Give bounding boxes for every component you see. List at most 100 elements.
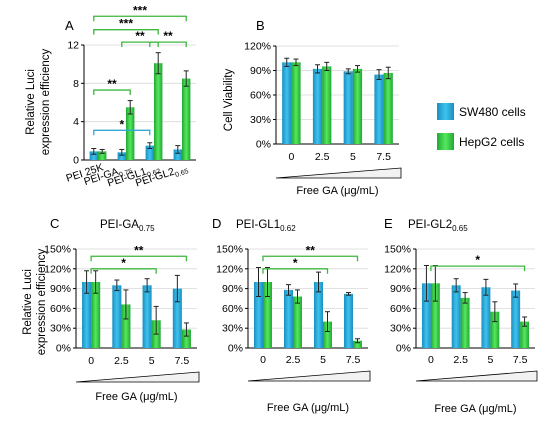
significance-label: ** <box>163 29 173 43</box>
y-tick-label: 60% <box>50 303 71 315</box>
x-axis-label: Free GA (μg/mL) <box>434 403 516 415</box>
x-tick-label: 0 <box>428 354 434 366</box>
y-tick-label: 0% <box>256 139 271 151</box>
y-tick-label: 120% <box>244 41 271 53</box>
y-tick-label: 90% <box>390 283 411 295</box>
significance-label: * <box>121 256 126 270</box>
bar-sw480 <box>282 62 292 145</box>
bar-hepg2 <box>98 151 107 160</box>
x-tick-label: 0 <box>260 354 266 366</box>
y-tick-label: 90% <box>250 65 271 77</box>
chart-B: 0% 30% 60% 90% 120% 0 2.5 5 7.5 Free GA (μg/mL) Ce… <box>223 18 402 197</box>
y-tick-label: 60% <box>390 303 411 315</box>
significance-label: * <box>475 253 480 267</box>
bar-sw480 <box>142 285 152 348</box>
x-tick-subscript: 0.62 <box>146 168 161 179</box>
significance-bracket <box>93 129 151 136</box>
significance-label: * <box>119 117 124 131</box>
bar-hepg2 <box>181 329 191 348</box>
bar-sw480 <box>82 282 92 348</box>
significance-bracket <box>90 268 157 274</box>
bar-sw480 <box>481 287 491 348</box>
significance-bracket <box>262 255 359 262</box>
legend-label-hepg2: HepG2 cells <box>459 135 524 149</box>
bar-sw480 <box>344 293 353 348</box>
panel-subtitle: PEI-GL10.62 <box>236 219 296 233</box>
x-axis-label: Free GA (μg/mL) <box>267 402 349 414</box>
y-axis-label: expression efficiency <box>36 248 48 355</box>
y-tick-label: 60% <box>250 90 271 102</box>
bar-sw480 <box>172 288 182 348</box>
concentration-ramp <box>247 370 371 382</box>
y-tick-label: 150% <box>384 244 411 256</box>
significance-bracket <box>430 265 526 272</box>
significance-label: ** <box>134 243 144 257</box>
x-tick-label: 2.5 <box>286 354 301 366</box>
x-axis-label: Free GA (μg/mL) <box>296 185 378 197</box>
bar-hepg2 <box>126 107 135 160</box>
x-tick-subscript: 0.75 <box>118 168 133 179</box>
panel-subtitle: PEI-GL20.65 <box>408 219 468 233</box>
y-tick-label: 4 <box>73 116 79 128</box>
y-tick-label: 0% <box>56 343 71 355</box>
bar-sw480 <box>284 289 293 348</box>
legend-swatch-sw480 <box>437 103 454 120</box>
y-axis-label: Relative Luci <box>25 69 37 135</box>
y-tick-label: 60% <box>222 303 243 315</box>
panel-label: B <box>256 18 265 33</box>
panel-label: D <box>212 216 221 231</box>
bar-hepg2 <box>460 297 470 348</box>
bar-hepg2 <box>154 63 163 161</box>
significance-label: *** <box>119 17 133 31</box>
bar-sw480 <box>314 282 323 348</box>
bar-sw480 <box>312 68 323 144</box>
bar-sw480 <box>511 290 521 348</box>
x-tick-label: 2.5 <box>114 355 129 367</box>
y-tick-label: 12 <box>67 40 79 52</box>
bar-sw480 <box>117 152 126 160</box>
y-tick-label: 90% <box>222 283 243 295</box>
significance-bracket <box>262 268 329 274</box>
bar-sw480 <box>145 145 154 160</box>
y-tick-label: 150% <box>216 244 243 256</box>
bar-hepg2 <box>352 68 363 144</box>
panel-subtitle-subscript: 0.75 <box>139 224 155 233</box>
significance-bracket <box>93 15 187 22</box>
bar-hepg2 <box>383 72 393 144</box>
panel-label: A <box>65 18 74 33</box>
x-tick-subscript: 0.65 <box>174 168 189 179</box>
x-tick-label: 2.5 <box>453 354 468 366</box>
concentration-ramp <box>275 167 402 179</box>
x-tick-label: 0 <box>88 355 94 367</box>
y-tick-label: 30% <box>50 323 71 335</box>
bar-hepg2 <box>121 304 131 348</box>
bar-hepg2 <box>293 296 302 348</box>
y-tick-label: 0% <box>228 343 243 355</box>
bar-hepg2 <box>323 321 332 348</box>
y-tick-label: 30% <box>390 323 411 335</box>
panel-label: E <box>384 216 393 231</box>
bar-sw480 <box>421 283 431 348</box>
bar-sw480 <box>112 285 122 348</box>
panel-subtitle: PEI-GA0.75 <box>100 219 155 233</box>
legend-swatch-hepg2 <box>437 133 454 150</box>
significance-label: ** <box>135 29 145 43</box>
x-tick-label: 7.5 <box>175 355 190 367</box>
y-tick-label: 30% <box>250 114 271 126</box>
legend-label-sw480: SW480 cells <box>459 105 526 119</box>
bar-sw480 <box>173 149 182 160</box>
significance-label: * <box>293 256 298 270</box>
y-tick-label: 30% <box>222 323 243 335</box>
x-tick-label: 0 <box>288 151 294 163</box>
significance-bracket <box>93 89 131 96</box>
bar-hepg2 <box>263 282 272 348</box>
significance-label: ** <box>107 77 117 91</box>
x-tick-label: 5 <box>149 355 155 367</box>
y-tick-label: 120% <box>384 263 411 275</box>
significance-bracket <box>90 255 188 262</box>
